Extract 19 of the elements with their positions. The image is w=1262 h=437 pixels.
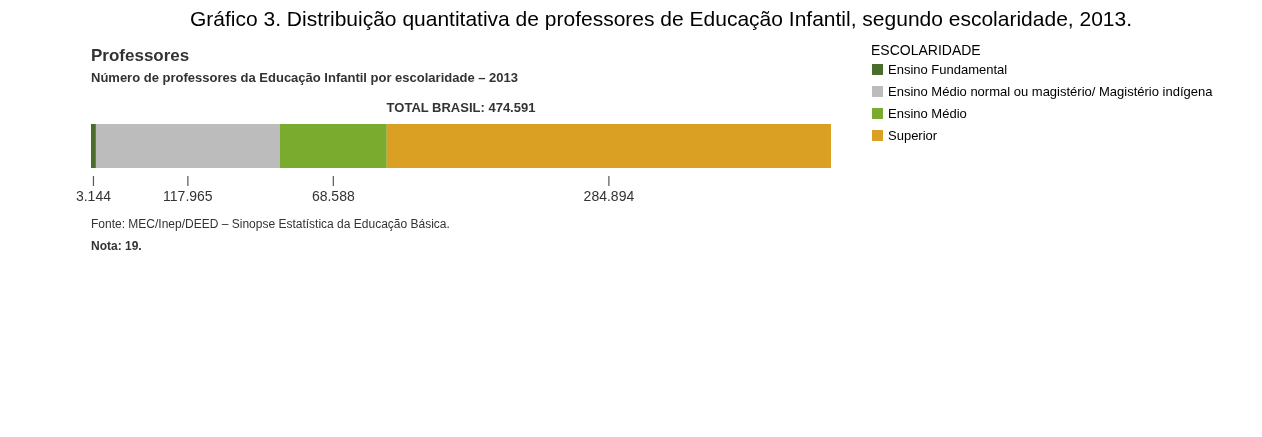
- data-label: 117.965: [163, 188, 213, 204]
- chart-title: Gráfico 3. Distribuição quantitativa de professores de Educação Infantil, segundo escolaridade, 2013.: [189, 7, 1133, 30]
- bar: [386, 124, 831, 168]
- text: Nota: 19.: [91, 239, 142, 253]
- legend-label: Ensino Médio: [888, 105, 967, 121]
- legend-label: Ensino Médio normal ou magistério/ Magistério indígena: [888, 83, 1214, 99]
- text: Professores: [91, 46, 190, 65]
- bar: [279, 124, 387, 168]
- legend-label: Superior: [888, 127, 938, 143]
- bar: [91, 124, 96, 168]
- data-label: 3.144: [75, 188, 112, 204]
- legend-label: Ensino Fundamental: [888, 61, 1008, 77]
- data-label: 68.588: [311, 188, 355, 204]
- text: TOTAL BRASIL: 474.591: [386, 100, 536, 115]
- text: Número de professores da Educação Infantil por escolaridade – 2013: [91, 70, 518, 85]
- bar: [95, 124, 280, 168]
- source-note: Fonte: MEC/Inep/DEED – Sinopse Estatística da Educação Básica.: [91, 217, 450, 231]
- data-label: 284.894: [583, 188, 635, 204]
- legend-title: ESCOLARIDADE: [871, 42, 981, 58]
